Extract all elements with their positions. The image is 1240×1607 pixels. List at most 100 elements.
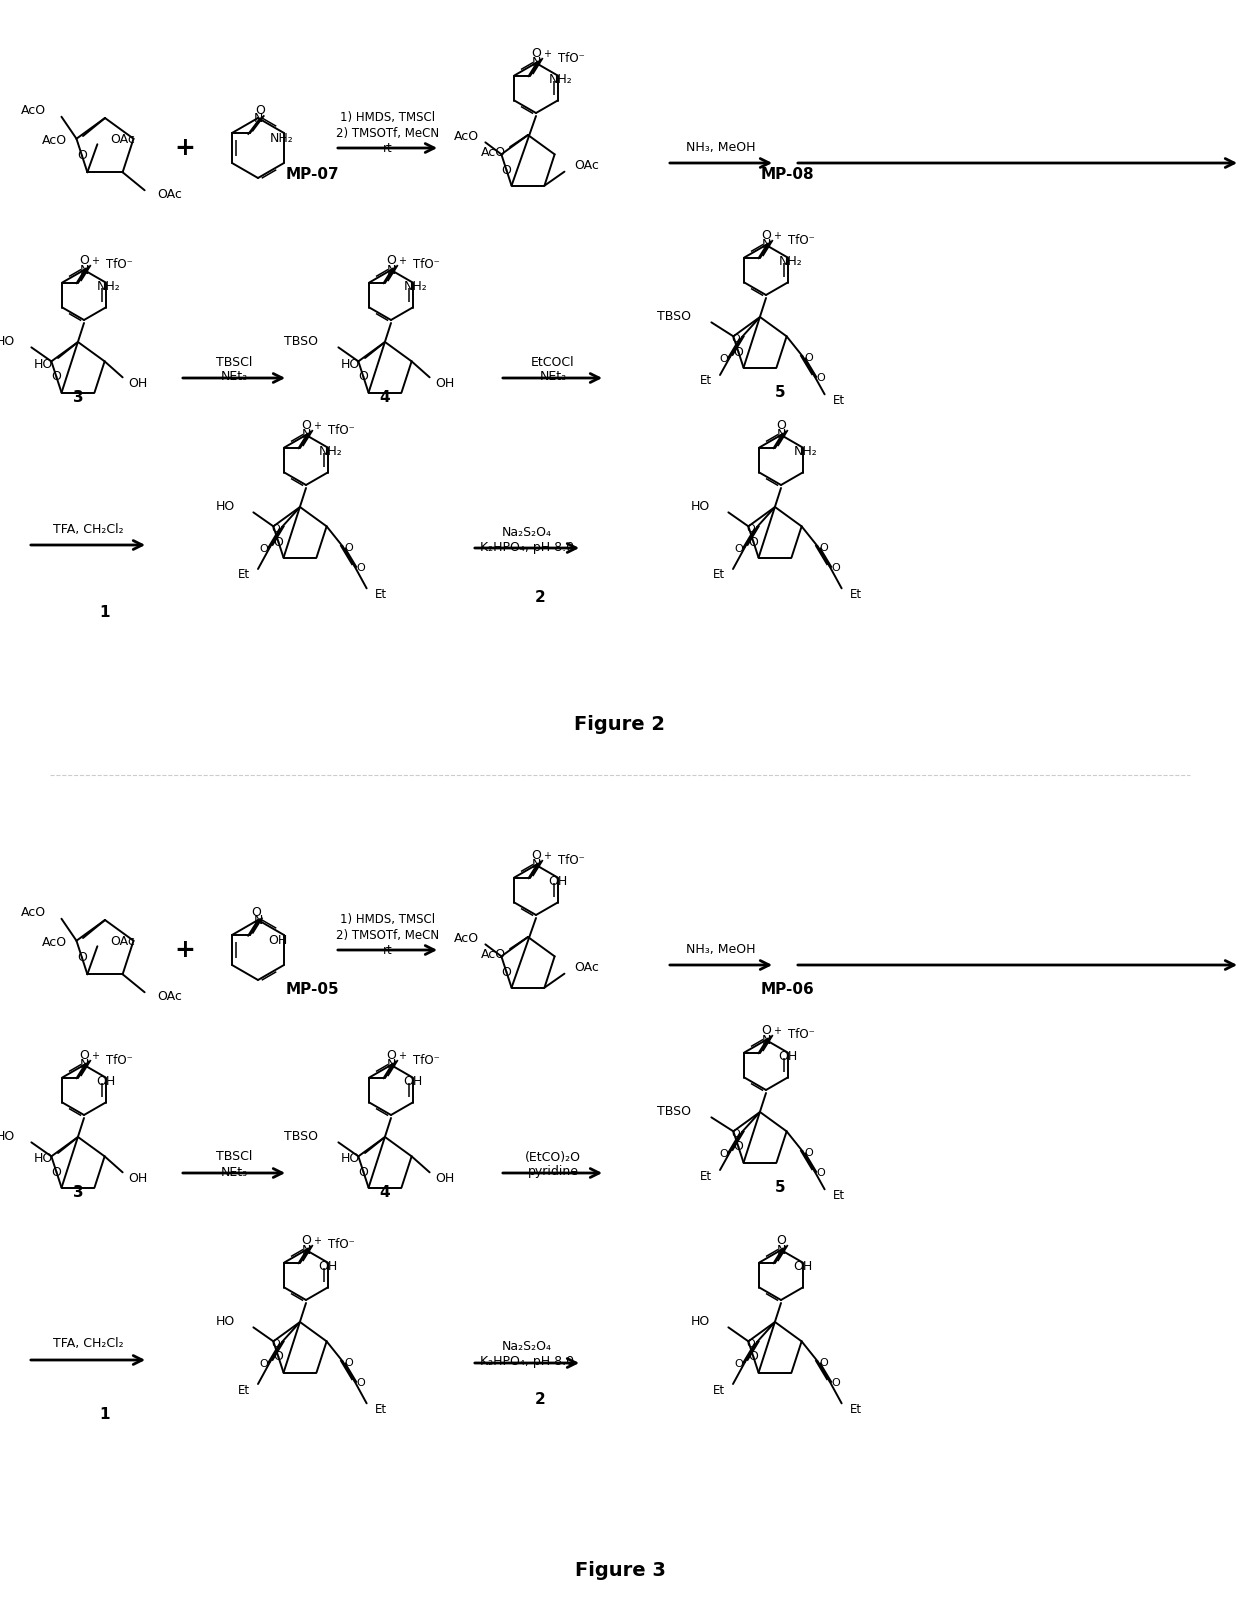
Text: +: + xyxy=(543,852,551,861)
Text: O: O xyxy=(749,1350,759,1363)
Text: +: + xyxy=(91,1051,99,1061)
Text: MP-06: MP-06 xyxy=(760,982,813,996)
Text: O: O xyxy=(274,535,284,548)
Text: O: O xyxy=(732,1130,740,1139)
Text: NEt₃: NEt₃ xyxy=(221,1165,248,1178)
Text: N: N xyxy=(301,1244,311,1257)
Text: NEt₃: NEt₃ xyxy=(221,371,248,384)
Text: +: + xyxy=(773,1025,781,1037)
Text: AcO: AcO xyxy=(42,935,67,948)
Text: O: O xyxy=(501,966,511,979)
Text: TBSO: TBSO xyxy=(657,310,692,323)
Text: O: O xyxy=(259,545,268,554)
Text: +: + xyxy=(543,48,551,59)
Text: 1) HMDS, TMSCl: 1) HMDS, TMSCl xyxy=(341,111,435,124)
Text: O: O xyxy=(746,524,755,534)
Text: TfO⁻: TfO⁻ xyxy=(558,853,585,866)
Text: O: O xyxy=(77,149,87,162)
Text: N: N xyxy=(776,1244,786,1257)
Text: rt: rt xyxy=(383,141,393,154)
Text: TBSO: TBSO xyxy=(284,1130,319,1143)
Text: Et: Et xyxy=(699,1170,712,1183)
Text: O: O xyxy=(761,1024,771,1037)
Text: O: O xyxy=(301,419,311,432)
Text: O: O xyxy=(719,1149,728,1159)
Text: O: O xyxy=(761,230,771,243)
Text: N: N xyxy=(531,858,541,871)
Text: 2) TMSOTf, MeCN: 2) TMSOTf, MeCN xyxy=(336,127,439,140)
Text: AcO: AcO xyxy=(42,133,67,146)
Text: OAc: OAc xyxy=(574,159,599,172)
Text: NH₂: NH₂ xyxy=(97,280,120,292)
Text: HO: HO xyxy=(216,500,236,513)
Text: O: O xyxy=(255,104,265,117)
Text: AcO: AcO xyxy=(21,104,46,117)
Text: OAc: OAc xyxy=(574,961,599,974)
Text: +: + xyxy=(175,137,196,161)
Text: TfO⁻: TfO⁻ xyxy=(329,424,355,437)
Text: HO: HO xyxy=(33,1152,53,1165)
Text: O: O xyxy=(749,535,759,548)
Text: OH: OH xyxy=(435,1172,455,1184)
Text: O: O xyxy=(272,1339,280,1348)
Text: Et: Et xyxy=(699,374,712,387)
Text: O: O xyxy=(301,1234,311,1247)
Text: OH: OH xyxy=(129,378,148,391)
Text: O: O xyxy=(77,951,87,964)
Text: OH: OH xyxy=(403,1075,423,1088)
Text: TfO⁻: TfO⁻ xyxy=(329,1239,355,1252)
Text: OH: OH xyxy=(97,1075,115,1088)
Text: TfO⁻: TfO⁻ xyxy=(413,1054,440,1067)
Text: NH₂: NH₂ xyxy=(270,132,294,145)
Text: OAc: OAc xyxy=(157,990,182,1003)
Text: TfO⁻: TfO⁻ xyxy=(558,51,585,64)
Text: TBSO: TBSO xyxy=(284,334,319,347)
Text: OAc: OAc xyxy=(110,935,135,948)
Text: TfO⁻: TfO⁻ xyxy=(105,259,133,272)
Text: O: O xyxy=(387,254,397,267)
Text: HO: HO xyxy=(341,1152,360,1165)
Text: Na₂S₂O₄: Na₂S₂O₄ xyxy=(502,1340,552,1353)
Text: OAc: OAc xyxy=(157,188,182,201)
Text: O: O xyxy=(532,848,542,861)
Text: 4: 4 xyxy=(379,391,391,405)
Text: O: O xyxy=(532,47,542,59)
Text: O: O xyxy=(250,906,260,919)
Text: 3: 3 xyxy=(73,391,83,405)
Text: TfO⁻: TfO⁻ xyxy=(787,1028,815,1041)
Text: Figure 3: Figure 3 xyxy=(574,1560,666,1580)
Text: OH: OH xyxy=(319,1260,337,1273)
Text: TFA, CH₂Cl₂: TFA, CH₂Cl₂ xyxy=(52,522,123,535)
Text: HO: HO xyxy=(216,1315,236,1327)
Text: NEt₃: NEt₃ xyxy=(539,371,567,384)
Text: O: O xyxy=(719,354,728,365)
Text: N: N xyxy=(253,111,263,124)
Text: 1) HMDS, TMSCl: 1) HMDS, TMSCl xyxy=(341,913,435,927)
Text: N: N xyxy=(761,238,771,252)
Text: O: O xyxy=(259,1360,268,1369)
Text: AcO: AcO xyxy=(481,948,506,961)
Text: O: O xyxy=(832,1379,841,1388)
Text: NH₂: NH₂ xyxy=(548,72,572,87)
Text: O: O xyxy=(345,1358,353,1368)
Text: MP-07: MP-07 xyxy=(285,167,339,182)
Text: Na₂S₂O₄: Na₂S₂O₄ xyxy=(502,525,552,538)
Text: +: + xyxy=(773,231,781,241)
Text: OH: OH xyxy=(779,1049,797,1062)
Text: K₂HPO₄, pH 8.0: K₂HPO₄, pH 8.0 xyxy=(480,540,574,553)
Text: AcO: AcO xyxy=(481,146,506,159)
Text: O: O xyxy=(776,1234,786,1247)
Text: N: N xyxy=(387,1059,396,1072)
Text: 4: 4 xyxy=(379,1184,391,1200)
Text: Et: Et xyxy=(374,588,387,601)
Text: HO: HO xyxy=(0,1130,15,1143)
Text: N: N xyxy=(761,1033,771,1046)
Text: NH₃, MeOH: NH₃, MeOH xyxy=(686,140,755,154)
Text: HO: HO xyxy=(0,334,15,347)
Text: O: O xyxy=(345,543,353,553)
Text: Et: Et xyxy=(713,1384,725,1396)
Text: TFA, CH₂Cl₂: TFA, CH₂Cl₂ xyxy=(52,1337,123,1350)
Text: O: O xyxy=(746,1339,755,1348)
Text: 5: 5 xyxy=(775,386,785,400)
Text: N: N xyxy=(531,56,541,69)
